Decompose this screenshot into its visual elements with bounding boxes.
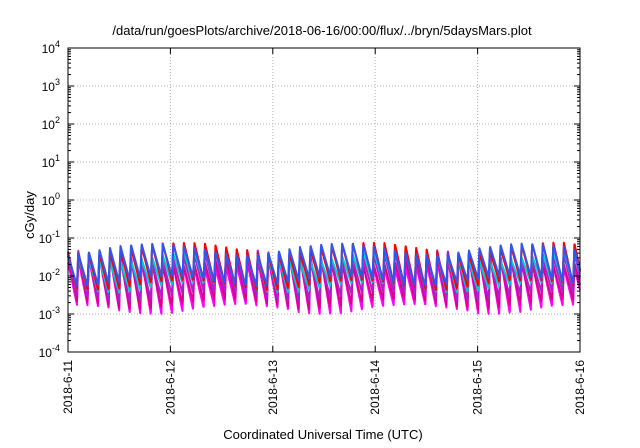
x-tick-label: 2018-6-12 [163, 360, 177, 415]
series-layer [67, 241, 581, 316]
y-tick-label: 10-4 [39, 343, 60, 360]
y-tick-label: 10-2 [39, 267, 60, 284]
y-tick-label: 101 [42, 153, 60, 170]
y-tick-exponent: -2 [52, 267, 60, 277]
y-tick-base: 10 [42, 80, 56, 94]
axes: 10410310210110010-110-210-310-42018-6-11… [39, 39, 587, 415]
y-tick-base: 10 [42, 118, 56, 132]
y-tick-label: 100 [42, 191, 60, 208]
y-tick-label: 10-1 [39, 229, 60, 246]
y-tick-base: 10 [39, 270, 53, 284]
y-tick-base: 10 [42, 156, 56, 170]
y-tick-exponent: -1 [52, 229, 60, 239]
y-tick-exponent: 4 [55, 39, 60, 49]
y-tick-base: 10 [39, 346, 53, 360]
series-line [67, 242, 581, 288]
x-tick-label: 2018-6-14 [368, 360, 382, 415]
y-tick-label: 103 [42, 77, 60, 94]
grid [68, 48, 580, 352]
x-tick-label: 2018-6-15 [471, 360, 485, 415]
y-tick-exponent: 3 [55, 77, 60, 87]
plot-frame [67, 47, 581, 353]
y-tick-label: 10-3 [39, 305, 60, 322]
y-tick-base: 10 [39, 232, 53, 246]
x-tick-label: 2018-6-16 [573, 360, 587, 415]
series-line [67, 255, 581, 316]
x-axis-label: Coordinated Universal Time (UTC) [223, 427, 422, 442]
y-tick-label: 104 [42, 39, 60, 56]
y-tick-base: 10 [42, 42, 56, 56]
x-tick-label: 2018-6-13 [266, 360, 280, 415]
y-tick-exponent: -4 [52, 343, 60, 353]
series-line [67, 248, 581, 303]
y-tick-exponent: 1 [55, 153, 60, 163]
y-tick-label: 102 [42, 115, 60, 132]
y-tick-exponent: 2 [55, 115, 60, 125]
y-tick-exponent: -3 [52, 305, 60, 315]
chart-title: /data/run/goesPlots/archive/2018-06-16/0… [112, 23, 532, 38]
y-tick-exponent: 0 [55, 191, 60, 201]
y-tick-base: 10 [42, 194, 56, 208]
x-tick-label: 2018-6-11 [61, 360, 75, 414]
y-tick-base: 10 [39, 308, 53, 322]
y-axis-label: cGy/day [22, 191, 37, 239]
series-line [67, 248, 581, 294]
